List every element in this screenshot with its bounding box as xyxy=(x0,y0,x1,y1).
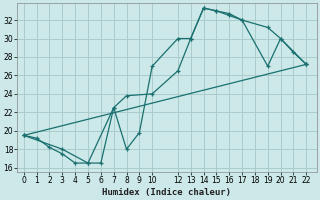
X-axis label: Humidex (Indice chaleur): Humidex (Indice chaleur) xyxy=(102,188,231,197)
